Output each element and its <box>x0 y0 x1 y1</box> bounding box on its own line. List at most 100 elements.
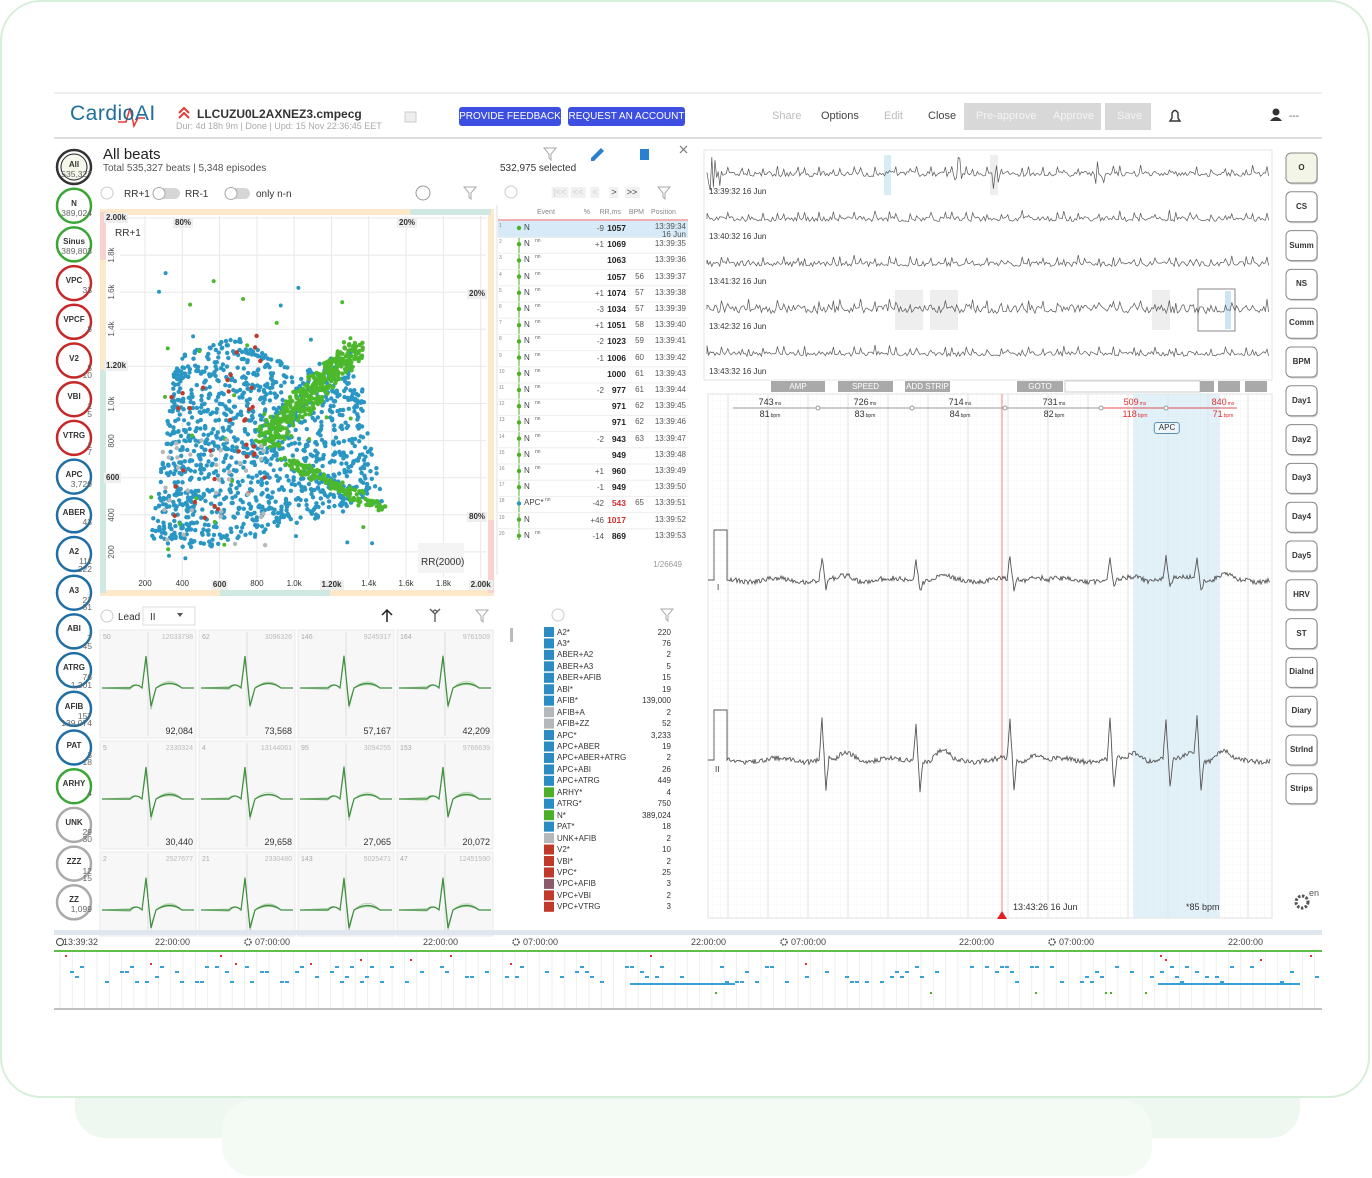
class-badge-label[interactable]: ATRG <box>62 663 86 673</box>
menu-item[interactable]: Options <box>821 110 859 122</box>
scatter-point <box>217 341 223 347</box>
lead-value[interactable]: II <box>150 612 156 623</box>
row-index: 12 <box>499 401 505 408</box>
toolbar-button[interactable]: GOTO <box>1017 381 1063 392</box>
side-button-label[interactable]: CS <box>1295 201 1308 211</box>
class-name[interactable]: APC* <box>557 730 577 740</box>
class-name[interactable]: AFIB+ZZ <box>557 719 590 729</box>
language[interactable]: en <box>1309 888 1320 898</box>
class-badge-label[interactable]: V2 <box>69 353 79 363</box>
side-button-label[interactable]: Day2 <box>1291 434 1312 444</box>
toolbar-button[interactable]: AMP <box>771 381 825 392</box>
unit: bpm <box>865 413 876 419</box>
pager-button[interactable]: << <box>570 187 586 198</box>
class-badge-label[interactable]: VBI <box>67 392 81 402</box>
class-name[interactable]: APC+ATRG <box>557 776 600 786</box>
scatter-point <box>261 400 266 406</box>
class-name[interactable]: ATRG* <box>557 799 582 809</box>
class-badge-label[interactable]: ABER <box>62 508 86 518</box>
scatter-point <box>194 443 199 448</box>
scatter-point <box>269 506 274 511</box>
class-name[interactable]: AFIB* <box>557 696 578 706</box>
side-button-label[interactable]: Day3 <box>1291 473 1312 483</box>
class-name[interactable]: AFIB+A <box>557 707 585 717</box>
toggle-label[interactable]: RR+1 <box>124 189 150 200</box>
timeline-event <box>1195 971 1199 973</box>
class-name[interactable]: A2* <box>557 627 570 637</box>
event-tag: nn <box>545 497 551 504</box>
scatter-point <box>251 518 256 523</box>
toolbar-button[interactable]: ADD STRIP <box>905 381 950 392</box>
scatter-point <box>206 459 211 464</box>
class-badge-label[interactable]: ZZ <box>69 895 79 905</box>
header-button[interactable]: PROVIDE FEEDBACK <box>459 107 561 126</box>
scatter-point <box>230 421 235 426</box>
class-badge-label[interactable]: APC <box>65 469 83 479</box>
class-name[interactable]: ABI* <box>557 684 574 694</box>
class-badge-label[interactable]: N <box>71 198 77 208</box>
class-name[interactable]: APC+ABER+ATRG <box>557 753 627 763</box>
menu-item[interactable]: Close <box>928 110 957 122</box>
position: 13:39:43 <box>654 368 686 378</box>
class-name[interactable]: ARHY* <box>557 787 583 797</box>
side-button-label[interactable]: StrInd <box>1289 745 1314 754</box>
class-badge-label[interactable]: VPC <box>65 276 83 286</box>
class-badge-label[interactable]: VTRG <box>62 430 86 440</box>
scatter-point <box>308 487 314 492</box>
class-badge-label[interactable]: ARHY <box>62 779 86 789</box>
side-button-label[interactable]: Strips <box>1290 783 1313 793</box>
class-badge-label[interactable]: VPCF <box>63 314 85 324</box>
class-name[interactable]: V2* <box>557 845 570 855</box>
class-badge-label[interactable]: ZZZ <box>66 856 82 866</box>
class-badge-label[interactable]: Sinus <box>63 237 85 247</box>
scatter-point <box>176 417 181 422</box>
class-badge-label[interactable]: UNK <box>65 817 83 827</box>
class-badge-label[interactable]: ABI <box>67 624 81 634</box>
toolbar-button[interactable]: SPEED <box>838 381 893 392</box>
side-button-label[interactable]: Comm <box>1289 318 1314 328</box>
side-button-label[interactable]: NS <box>1295 279 1308 289</box>
pager-button[interactable]: |<< <box>551 187 569 198</box>
scatter-point <box>278 303 283 308</box>
class-name[interactable]: ABER+A3 <box>557 661 594 671</box>
class-name[interactable]: VPC* <box>557 867 577 877</box>
side-button-label[interactable]: Summ <box>1289 240 1314 250</box>
side-button-label[interactable]: Day5 <box>1291 551 1312 560</box>
class-name[interactable]: VPC+VTRG <box>557 902 601 912</box>
class-name[interactable]: ABER+AFIB <box>557 673 602 683</box>
class-name[interactable]: A3* <box>557 638 570 648</box>
side-button-label[interactable]: BPM <box>1292 357 1311 366</box>
class-name[interactable]: PAT* <box>557 822 575 832</box>
scatter-point <box>251 444 257 449</box>
class-name[interactable]: N* <box>557 810 566 820</box>
toggle-label[interactable]: RR-1 <box>185 189 209 200</box>
pager-button[interactable]: < <box>590 187 600 198</box>
class-name[interactable]: UNK+AFIB <box>557 833 597 843</box>
class-name[interactable]: VBI* <box>557 856 574 866</box>
rr-marker <box>815 405 821 411</box>
side-button-label[interactable]: Diary <box>1291 706 1312 716</box>
scatter-point <box>181 407 186 412</box>
side-button-label[interactable]: DiaInd <box>1289 667 1314 677</box>
toggle-label[interactable]: only n-n <box>256 189 292 200</box>
rr-ms: 1074 <box>607 287 626 298</box>
class-name[interactable]: APC+ABER <box>557 742 600 751</box>
class-badge-label[interactable]: PAT <box>66 740 82 750</box>
pager-button[interactable]: >> <box>624 187 640 198</box>
side-button-label[interactable]: O <box>1298 163 1305 172</box>
class-name[interactable]: APC+ABI <box>557 764 592 774</box>
side-button-label[interactable]: Day4 <box>1291 512 1312 522</box>
class-badge-label[interactable]: A2 <box>68 547 80 556</box>
header-button[interactable]: REQUEST AN ACCOUNT <box>568 107 685 126</box>
class-badge-label[interactable]: All <box>68 160 80 169</box>
class-name[interactable]: VPC+VBI <box>557 890 592 900</box>
pager-button[interactable]: > <box>609 187 619 198</box>
side-button-label[interactable]: HRV <box>1293 589 1310 599</box>
beat-tag[interactable]: APC <box>1153 422 1181 434</box>
class-name[interactable]: ABER+A2 <box>557 650 594 660</box>
side-button-label[interactable]: ST <box>1296 628 1307 638</box>
class-badge-label[interactable]: A3 <box>68 585 80 595</box>
class-badge-label[interactable]: AFIB <box>64 701 84 711</box>
class-name[interactable]: VPC+AFIB <box>557 879 596 889</box>
side-button-label[interactable]: Day1 <box>1291 395 1312 405</box>
